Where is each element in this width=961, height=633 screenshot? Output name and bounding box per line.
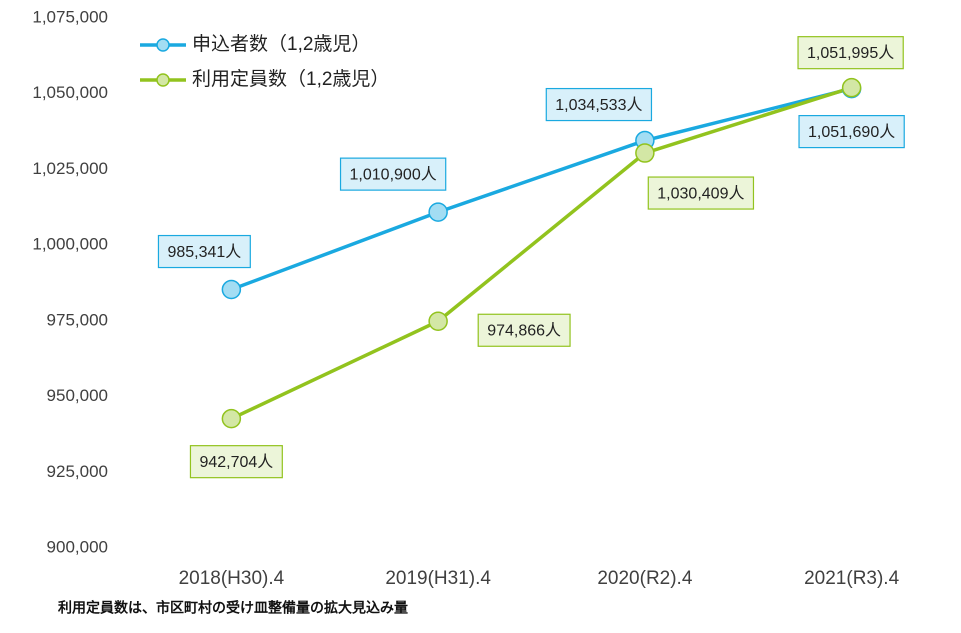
point bbox=[428, 311, 448, 332]
value-label-box bbox=[157, 234, 251, 269]
legend-label: 利用定員数（1,2歳児） bbox=[192, 68, 389, 90]
value-label-box bbox=[797, 36, 904, 70]
y-tick-label: 950,000 bbox=[47, 386, 108, 405]
point bbox=[428, 202, 448, 222]
value-label-box bbox=[339, 157, 447, 191]
value-label-box bbox=[647, 176, 755, 210]
legend-marker bbox=[156, 38, 170, 52]
y-tick-label: 1,050,000 bbox=[32, 83, 108, 102]
series-line bbox=[230, 86, 853, 292]
value-label-box bbox=[189, 445, 283, 479]
point bbox=[221, 408, 242, 429]
y-tick-label: 1,025,000 bbox=[32, 159, 108, 178]
value-label: 1,034,533人 bbox=[555, 96, 642, 114]
note: 利用定員数は、市区町村の受け皿整備量の拡大見込み量 bbox=[58, 600, 408, 616]
series-line bbox=[230, 86, 853, 421]
value-label: 974,866人 bbox=[487, 321, 561, 339]
value-label-box bbox=[798, 114, 905, 149]
x-tick-label: 2020(R2).4 bbox=[597, 568, 692, 589]
value-label: 985,341人 bbox=[167, 243, 241, 261]
value-label: 1,051,690人 bbox=[808, 123, 895, 141]
y-tick-label: 975,000 bbox=[47, 310, 108, 329]
value-label: 942,704人 bbox=[199, 453, 273, 471]
legend-marker bbox=[156, 73, 170, 87]
value-label: 1,030,409人 bbox=[657, 184, 744, 202]
y-tick-label: 925,000 bbox=[47, 462, 108, 481]
legend-label: 申込者数（1,2歳児） bbox=[192, 33, 370, 55]
point bbox=[841, 77, 862, 98]
value-label-box bbox=[545, 87, 653, 122]
value-label: 1,010,900人 bbox=[350, 165, 437, 183]
value-label-box bbox=[477, 313, 571, 347]
value-label: 1,051,995人 bbox=[807, 44, 894, 62]
y-tick-label: 1,000,000 bbox=[32, 235, 108, 254]
x-tick-label: 2021(R3).4 bbox=[804, 568, 899, 589]
y-tick-label: 1,075,000 bbox=[32, 7, 108, 26]
point bbox=[635, 143, 655, 163]
point bbox=[221, 279, 242, 300]
x-tick-label: 2018(H30).4 bbox=[179, 568, 285, 589]
x-tick-label: 2019(H31).4 bbox=[385, 568, 491, 589]
y-tick-label: 900,000 bbox=[47, 537, 108, 556]
